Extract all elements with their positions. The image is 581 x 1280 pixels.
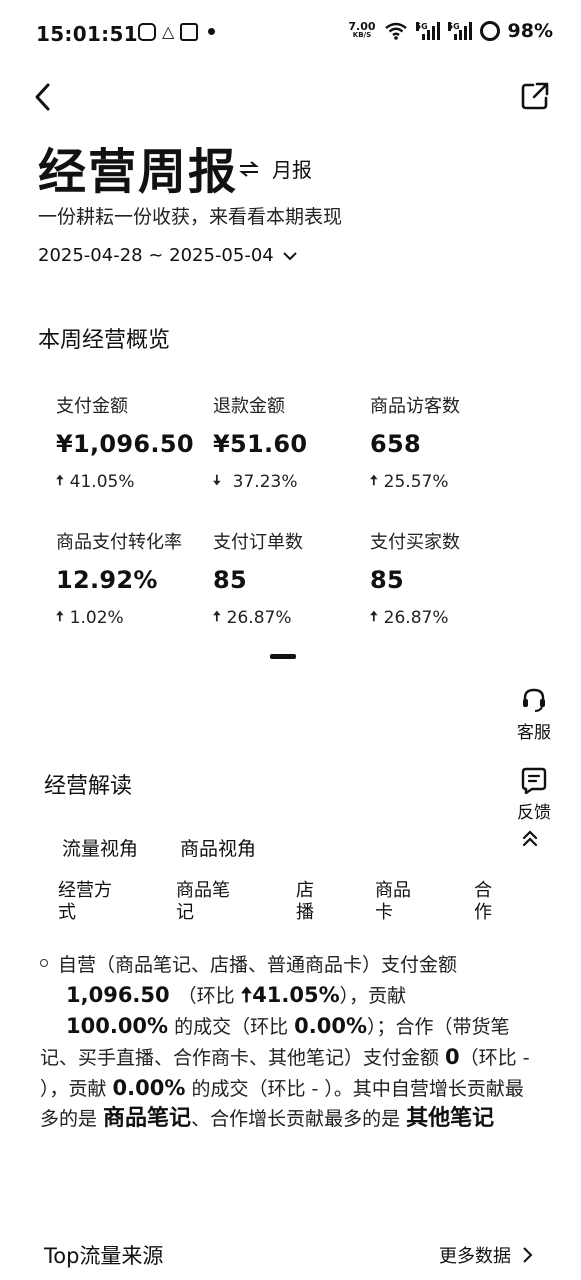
- status-time: 15:01:51: [36, 22, 138, 46]
- page-title: 经营周报: [38, 144, 239, 200]
- metric-value: ¥51.60: [213, 430, 308, 458]
- arrow-up-icon: 🠅: [213, 609, 221, 625]
- chevron-down-icon: [283, 251, 297, 260]
- overview-title: 本周经营概览: [38, 328, 171, 353]
- signal-strength-2-icon: 5G: [447, 22, 472, 40]
- message-app-icon: [180, 22, 199, 41]
- metric-value: 658: [370, 430, 421, 458]
- metric-change: 🠅 1.02%: [56, 608, 124, 628]
- metric-label: 支付订单数: [213, 532, 303, 553]
- battery-icon: [479, 21, 500, 41]
- arrow-up-icon: 🠅: [370, 609, 378, 625]
- app-notification-icon: [138, 22, 156, 41]
- feedback-icon: [521, 767, 547, 794]
- subtab-cooperation[interactable]: 合 作: [474, 880, 492, 923]
- more-data-link[interactable]: 更多数据: [439, 1242, 533, 1268]
- arrow-up-icon: 🠅: [240, 983, 253, 1007]
- metric-conversion-rate[interactable]: 商品支付转化率 12.92% 🠅 1.02%: [56, 528, 216, 630]
- share-external-icon[interactable]: [519, 80, 551, 112]
- subtab-live-stream[interactable]: 店 播: [296, 880, 314, 923]
- subtab-product-card[interactable]: 商品 卡: [375, 880, 411, 923]
- analysis-title: 经营解读: [44, 774, 133, 799]
- date-range-picker[interactable]: 2025-04-28 ~ 2025-05-04: [38, 245, 298, 266]
- feedback-label: 反馈: [517, 803, 551, 823]
- mountain-app-icon: △: [162, 22, 175, 41]
- analysis-paragraph: 自营（商品笔记、店播、普通商品卡）支付金额 1,096.50 （环比 🠅41.05…: [40, 954, 530, 1131]
- wifi-icon: [384, 22, 407, 40]
- arrow-up-icon: 🠅: [370, 473, 378, 489]
- more-notifications-dot: [208, 28, 216, 35]
- metric-orders[interactable]: 支付订单数 85 🠅 26.87%: [213, 528, 373, 630]
- metric-pay-amount[interactable]: 支付金额 ¥1,096.50 🠅 41.05%: [56, 392, 216, 494]
- battery-level: 98%: [507, 20, 553, 42]
- metric-visitors[interactable]: 商品访客数 658 🠅 25.57%: [370, 392, 530, 494]
- date-range-text: 2025-04-28 ~ 2025-05-04: [38, 245, 274, 266]
- status-indicators: 7.00 KB/S 5G 5G 98%: [348, 20, 553, 42]
- metric-value: ¥1,096.50: [56, 430, 194, 458]
- metric-label: 支付金额: [56, 396, 128, 417]
- metric-label: 支付买家数: [370, 532, 460, 553]
- subtab-product-notes[interactable]: 商品笔 记: [176, 880, 230, 923]
- metric-change: 🠅 25.57%: [370, 472, 449, 492]
- bullet-icon: [40, 958, 48, 967]
- metric-label: 商品支付转化率: [56, 532, 182, 553]
- metric-value: 85: [370, 566, 404, 594]
- metric-value: 12.92%: [56, 566, 158, 594]
- customer-service-label: 客服: [517, 723, 551, 743]
- back-arrow-icon[interactable]: [28, 80, 58, 114]
- metric-label: 商品访客数: [370, 396, 460, 417]
- report-type-switch[interactable]: 月报: [238, 154, 312, 183]
- status-app-icons: △: [138, 22, 216, 41]
- tab-traffic-view[interactable]: 流量视角: [62, 838, 139, 860]
- carousel-page-indicator[interactable]: [270, 654, 296, 659]
- switch-label: 月报: [272, 158, 312, 182]
- arrow-up-icon: 🠅: [56, 473, 64, 489]
- metric-label: 退款金额: [213, 396, 285, 417]
- metric-refund-amount[interactable]: 退款金额 ¥51.60 🠇 37.23%: [213, 392, 373, 494]
- subtab-business-mode[interactable]: 经营方 式: [58, 880, 112, 923]
- chevron-right-icon: [523, 1247, 533, 1263]
- headset-icon: [523, 688, 545, 712]
- metric-change: 🠅 26.87%: [370, 608, 449, 628]
- top-traffic-source-title: Top流量来源: [44, 1244, 164, 1268]
- network-speed: 7.00 KB/S: [348, 20, 376, 39]
- metric-change: 🠅 41.05%: [56, 472, 135, 492]
- metric-value: 85: [213, 566, 247, 594]
- page-subtitle: 一份耕耘一份收获，来看看本期表现: [38, 206, 343, 228]
- arrow-up-icon: 🠅: [56, 609, 64, 625]
- metric-buyers[interactable]: 支付买家数 85 🠅 26.87%: [370, 528, 530, 630]
- switch-arrows-icon: [239, 160, 259, 177]
- double-chevron-up-icon[interactable]: [521, 828, 539, 848]
- signal-strength-1-icon: 5G: [415, 22, 440, 40]
- metric-change: 🠇 37.23%: [213, 472, 298, 492]
- arrow-down-icon: 🠇: [213, 473, 221, 489]
- metric-change: 🠅 26.87%: [213, 608, 292, 628]
- tab-product-view[interactable]: 商品视角: [180, 838, 257, 860]
- customer-service-button[interactable]: 客服: [517, 686, 551, 743]
- feedback-button[interactable]: 反馈: [517, 766, 551, 823]
